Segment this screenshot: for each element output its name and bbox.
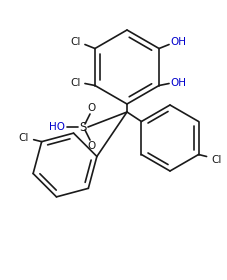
Text: Cl: Cl xyxy=(71,78,81,88)
Text: Cl: Cl xyxy=(71,36,81,46)
Text: S: S xyxy=(79,120,87,134)
Text: Cl: Cl xyxy=(211,155,222,165)
Text: Cl: Cl xyxy=(18,133,29,143)
Text: OH: OH xyxy=(170,78,186,88)
Text: O: O xyxy=(87,103,95,113)
Text: HO: HO xyxy=(49,122,65,132)
Text: O: O xyxy=(87,141,95,151)
Text: OH: OH xyxy=(170,36,186,46)
